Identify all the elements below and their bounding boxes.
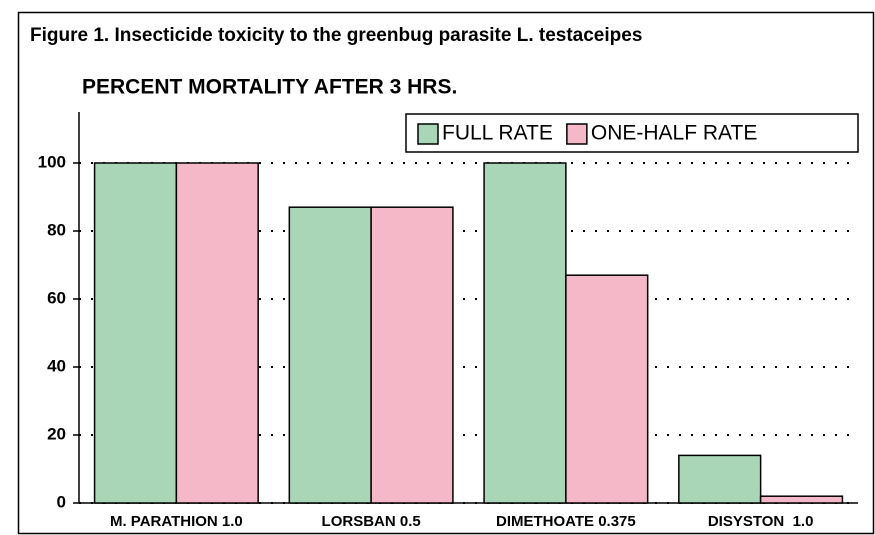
- x-tick-label: DIMETHOATE 0.375: [496, 513, 636, 530]
- y-tick-label: 60: [47, 288, 66, 307]
- bar: [288, 206, 372, 504]
- y-tick-label: 0: [57, 492, 66, 511]
- x-tick-label: DISYSTON 1.0: [708, 513, 814, 530]
- y-tick-label: 40: [47, 356, 66, 375]
- y-tick-label: 20: [47, 424, 66, 443]
- bar: [93, 162, 178, 504]
- bar: [175, 162, 259, 504]
- legend-swatch: [566, 123, 588, 145]
- bar: [565, 274, 649, 504]
- x-tick-label: LORSBAN 0.5: [322, 513, 421, 530]
- bar: [759, 495, 844, 504]
- y-tick-label: 80: [47, 220, 66, 239]
- legend-label: FULL RATE: [442, 122, 553, 145]
- legend-label: ONE-HALF RATE: [591, 122, 757, 145]
- legend-box: [405, 113, 859, 153]
- bar: [370, 206, 454, 504]
- y-tick-label: 100: [38, 152, 66, 171]
- chart-title: Figure 1. Insecticide toxicity to the gr…: [30, 25, 642, 46]
- legend-swatch: [417, 123, 439, 145]
- chart-subtitle: PERCENT MORTALITY AFTER 3 HRS.: [82, 76, 457, 99]
- bar: [483, 162, 567, 504]
- x-tick-label: M. PARATHION 1.0: [110, 513, 243, 530]
- bar: [678, 454, 762, 504]
